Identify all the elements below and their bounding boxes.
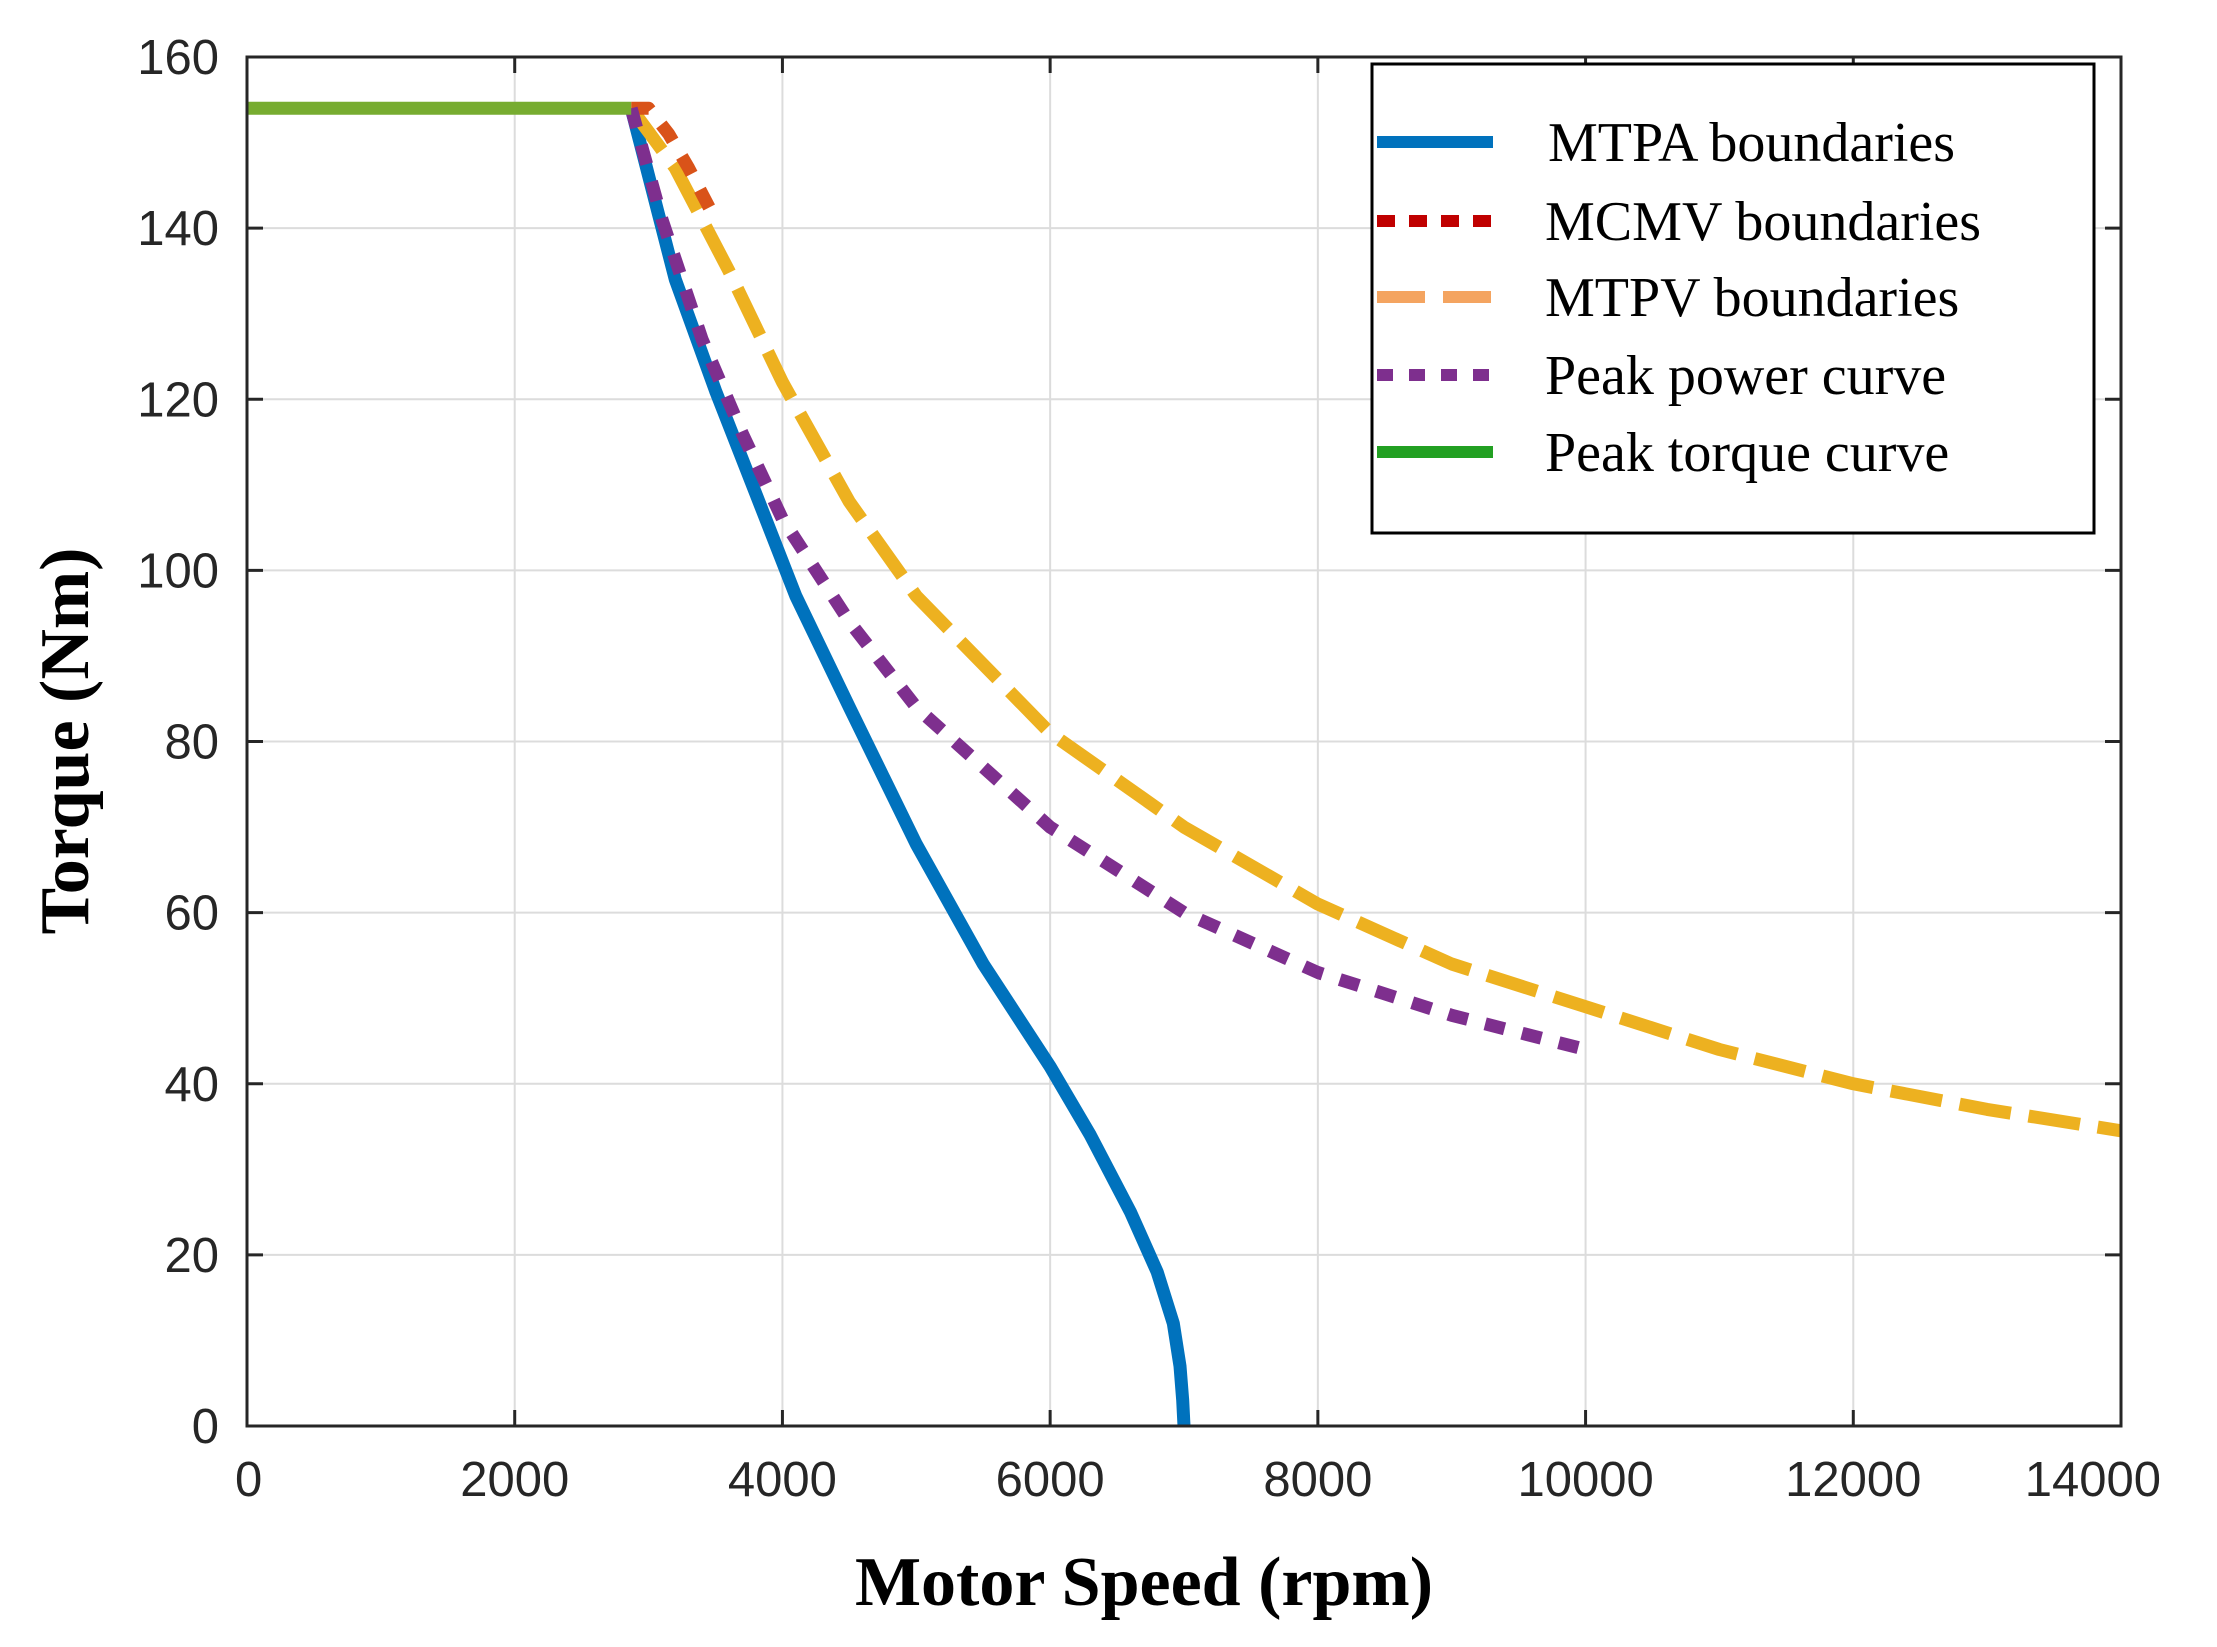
y-axis-title: Torque (Nm)	[27, 548, 104, 935]
y-tick-label: 40	[164, 1058, 219, 1112]
legend-item-peak-torque: Peak torque curve	[1377, 422, 1949, 484]
x-tick-label: 4000	[728, 1453, 837, 1507]
x-tick-label: 14000	[2025, 1453, 2161, 1507]
y-tick-label: 100	[137, 544, 219, 598]
x-tick-label: 0	[235, 1453, 262, 1507]
legend-label-mcmv: MCMV boundaries	[1545, 191, 1981, 253]
x-tick-label: 10000	[1517, 1453, 1653, 1507]
series-line-mcmv-boundaries	[631, 101, 722, 223]
legend-label-mtpa: MTPA boundaries	[1548, 112, 1955, 174]
y-tick-label: 160	[137, 31, 219, 85]
legend-item-mtpv: MTPV boundaries	[1377, 267, 1959, 329]
y-tick-label: 80	[164, 716, 219, 770]
x-tick-labels: 0 2000 4000 6000 8000 10000 12000 14000	[235, 1453, 2161, 1507]
y-tick-label: 140	[137, 202, 219, 256]
y-tick-label: 120	[137, 373, 219, 427]
x-axis-title: Motor Speed (rpm)	[855, 1544, 1433, 1621]
series-line-peak-power-curve	[624, 106, 1588, 1056]
legend-item-mcmv: MCMV boundaries	[1377, 191, 1981, 253]
series-line-mtpa-boundaries	[624, 106, 1191, 1427]
y-tick-labels: 0 20 40 60 80 100 120 140 160	[137, 31, 219, 1454]
legend-item-mtpa: MTPA boundaries	[1377, 112, 1955, 174]
legend-label-peak-torque: Peak torque curve	[1545, 422, 1949, 484]
x-tick-label: 8000	[1263, 1453, 1372, 1507]
tick-marks	[245, 55, 2123, 1428]
x-tick-label: 2000	[460, 1453, 569, 1507]
legend-label-peak-power: Peak power curve	[1545, 345, 1946, 407]
x-tick-label: 12000	[1785, 1453, 1921, 1507]
y-tick-label: 0	[192, 1400, 219, 1454]
series-line-mtpv-boundaries	[625, 104, 2123, 1138]
legend-label-mtpv: MTPV boundaries	[1545, 267, 1959, 329]
x-tick-label: 6000	[996, 1453, 1105, 1507]
legend: MTPA boundaries MCMV boundaries MTPV bou…	[1370, 62, 2096, 535]
series-layer	[247, 101, 2123, 1427]
legend-item-peak-power: Peak power curve	[1377, 345, 1946, 407]
y-tick-label: 20	[164, 1229, 219, 1283]
y-tick-label: 60	[164, 887, 219, 941]
